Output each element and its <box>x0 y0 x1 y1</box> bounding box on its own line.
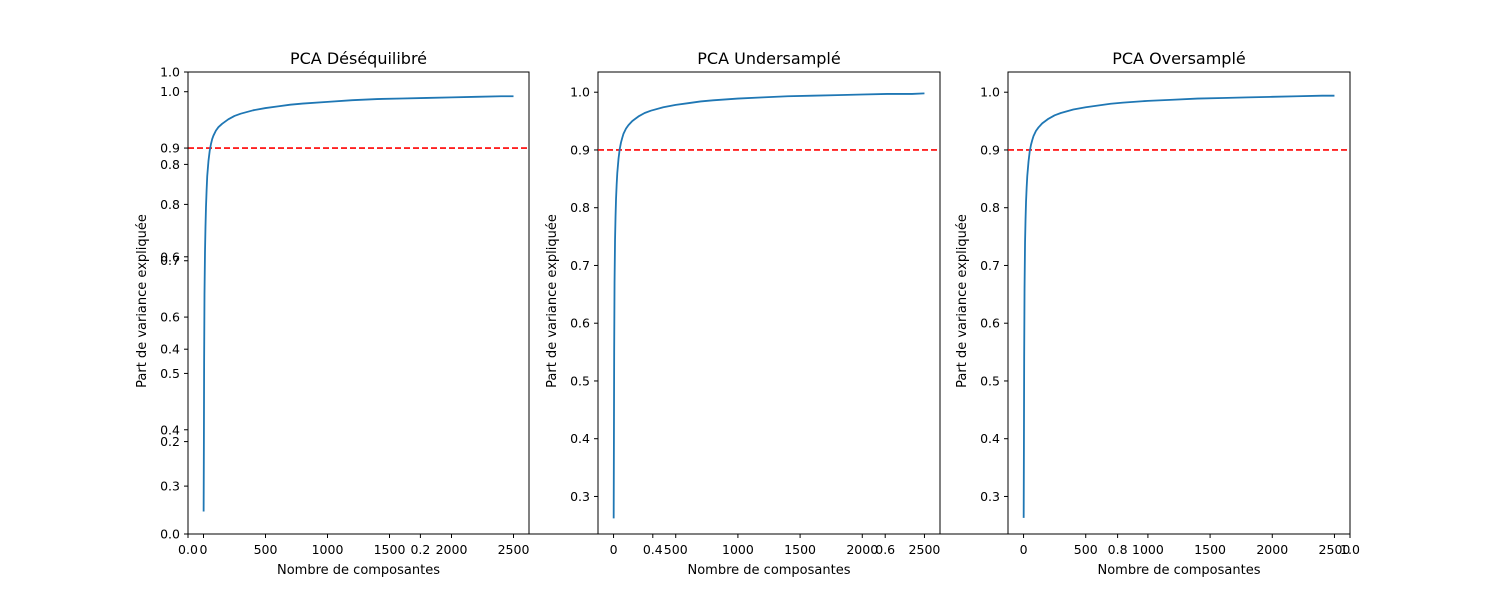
overlay-x-tick-label: 0.6 <box>875 542 895 557</box>
overlay-x-tick-label: 0.4 <box>643 542 663 557</box>
x-tick-label: 500 <box>1074 542 1098 557</box>
subplot-title: PCA Déséquilibré <box>290 49 427 68</box>
overlay-axes: 0.0 0.2 0.4 0.6 0.8 1.00.00.20.40.60.81.0 <box>160 65 1360 558</box>
y-tick-label: 0.7 <box>570 258 590 273</box>
y-tick-label: 0.5 <box>570 373 590 388</box>
overlay-y-tick-label: 0.0 <box>160 527 180 542</box>
y-tick-label: 0.4 <box>160 422 180 437</box>
x-tick-label: 0 <box>610 542 618 557</box>
y-tick-label: 0.3 <box>980 489 1000 504</box>
x-tick-label: 1000 <box>312 542 344 557</box>
overlay-y-tick-label: 1.0 <box>160 65 180 80</box>
y-tick-label: 0.3 <box>570 489 590 504</box>
variance-curve <box>202 95 514 512</box>
x-tick-label: 2500 <box>1319 542 1351 557</box>
y-tick-label: 0.6 <box>570 316 590 331</box>
overlay-y-tick-label: 0.2 <box>160 434 180 449</box>
overlay-y-tick-label: 0.8 <box>160 157 180 172</box>
subplot-title: PCA Undersamplé <box>697 49 840 68</box>
overlay-x-tick-label: 0.0 <box>178 542 198 557</box>
x-axis-label: Nombre de composantes <box>277 563 440 578</box>
y-axis-label: Part de variance expliquée <box>955 214 970 388</box>
y-tick-label: 0.5 <box>980 373 1000 388</box>
x-tick-label: 2000 <box>846 542 878 557</box>
subplot-title: PCA Oversamplé <box>1112 49 1246 68</box>
overlay-x-tick-label: 1.0 <box>1340 542 1360 557</box>
x-tick-label: 1000 <box>722 542 754 557</box>
overlay-x-tick-label: 0.8 <box>1108 542 1128 557</box>
y-tick-label: 0.7 <box>160 253 180 268</box>
overlay-x-tick-label: 0.2 <box>410 542 430 557</box>
y-tick-label: 0.5 <box>160 366 180 381</box>
y-tick-label: 1.0 <box>570 85 590 100</box>
subplot-1: 0 500 1000 1500 2000 2500 0.3 0.4 0.5 0.6 0.7 0.8 0.… <box>545 49 941 578</box>
y-tick-label: 0.6 <box>980 316 1000 331</box>
x-axis-label: Nombre de composantes <box>688 563 851 578</box>
y-tick-label: 0.9 <box>980 142 1000 157</box>
y-tick-label: 0.8 <box>160 197 180 212</box>
overlay-y-tick-label: 0.6 <box>160 249 180 264</box>
y-tick-label: 0.6 <box>160 310 180 325</box>
x-tick-label: 1000 <box>1132 542 1164 557</box>
x-tick-label: 500 <box>664 542 688 557</box>
y-tick-label: 0.8 <box>570 200 590 215</box>
variance-curve <box>612 92 925 519</box>
subplot-2: 0 500 1000 1500 2000 2500 0.3 0.4 0.5 0.6 0.7 0.8 0.… <box>955 49 1351 578</box>
y-tick-label: 0.9 <box>160 141 180 156</box>
y-tick-label: 1.0 <box>160 84 180 99</box>
x-tick-label: 2500 <box>909 542 941 557</box>
variance-curve <box>1022 94 1335 518</box>
x-tick-label: 2500 <box>498 542 530 557</box>
x-tick-label: 2000 <box>1256 542 1288 557</box>
overlay-y-tick-label: 0.4 <box>160 342 180 357</box>
x-tick-label: 1500 <box>374 542 406 557</box>
x-axis-label: Nombre de composantes <box>1098 563 1261 578</box>
y-tick-label: 0.4 <box>980 431 1000 446</box>
y-tick-label: 0.8 <box>980 200 1000 215</box>
x-tick-label: 1500 <box>1194 542 1226 557</box>
x-tick-label: 0 <box>200 542 208 557</box>
y-tick-label: 0.9 <box>570 142 590 157</box>
y-tick-label: 1.0 <box>980 85 1000 100</box>
x-tick-label: 500 <box>254 542 278 557</box>
x-tick-label: 2000 <box>436 542 468 557</box>
y-axis-label: Part de variance expliquée <box>135 214 150 388</box>
y-tick-label: 0.4 <box>570 431 590 446</box>
x-tick-label: 1500 <box>784 542 816 557</box>
y-tick-label: 0.7 <box>980 258 1000 273</box>
subplot-0: 0 500 1000 1500 2000 25000.30.40.50.60.70.80.… <box>135 49 530 578</box>
y-axis-label: Part de variance expliquée <box>545 214 560 388</box>
subplots: 0 500 1000 1500 2000 25000.30.40.50.60.70.80.… <box>135 49 1351 578</box>
y-tick-label: 0.3 <box>160 479 180 494</box>
x-tick-label: 0 <box>1020 542 1028 557</box>
